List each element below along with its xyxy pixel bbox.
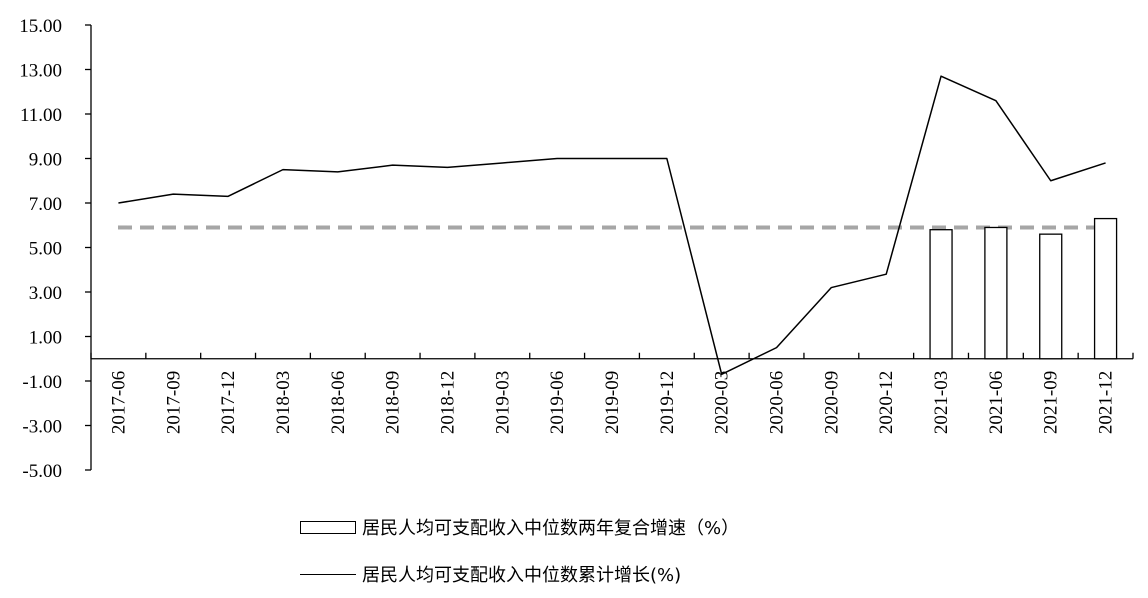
x-tick-label: 2020-06: [767, 371, 788, 434]
legend-item-bar: 居民人均可支配收入中位数两年复合增速（%）: [300, 514, 739, 540]
bar: [1093, 217, 1118, 360]
x-tick-label: 2017-06: [108, 371, 129, 434]
x-tick-label: 2018-09: [383, 371, 404, 434]
x-tick-label: 2020-03: [712, 371, 733, 434]
legend-bar-label: 居民人均可支配收入中位数两年复合增速（%）: [362, 518, 740, 539]
bar: [984, 226, 1008, 360]
bar-series: [929, 217, 1118, 360]
x-tick-label: 2018-03: [273, 371, 294, 434]
x-tick-label: 2021-03: [931, 371, 952, 434]
legend-line-label: 居民人均可支配收入中位数累计增长(%): [362, 565, 682, 586]
x-tick-label: 2018-12: [437, 371, 458, 434]
x-tick-label: 2019-06: [547, 371, 568, 434]
y-tick-label: 1.00: [29, 328, 62, 349]
x-tick-label: 2017-09: [163, 371, 184, 434]
y-tick-label: 7.00: [29, 194, 62, 215]
x-tick-label: 2018-06: [328, 371, 349, 434]
y-tick-label: 15.00: [19, 16, 62, 37]
y-tick-label: 9.00: [29, 150, 62, 171]
legend-item-line: 居民人均可支配收入中位数累计增长(%): [300, 561, 681, 587]
x-tick-label: 2020-09: [821, 371, 842, 434]
y-tick-label: 3.00: [29, 283, 62, 304]
x-tick-label: 2021-09: [1041, 371, 1062, 434]
line-series-path: [118, 75, 1106, 376]
line-series: [118, 75, 1106, 376]
x-tick-label: 2017-12: [218, 371, 239, 434]
y-axis: 15.00 13.00 11.00 9.00 7.00 5.00 3.00 1.00 -1.00…: [19, 16, 92, 482]
y-tick-label: -3.00: [22, 417, 62, 438]
legend-line-swatch: [300, 573, 356, 575]
x-tick-label: 2021-06: [986, 371, 1007, 434]
y-tick-label: 5.00: [29, 239, 62, 260]
x-tick-label: 2019-12: [657, 371, 678, 434]
y-tick-label: 11.00: [20, 105, 62, 126]
legend-bar-swatch: [300, 520, 356, 534]
y-tick-label: -5.00: [22, 461, 62, 482]
x-tick-label: 2021-12: [1096, 371, 1117, 434]
y-tick-label: 13.00: [19, 61, 62, 82]
y-tick-label: -1.00: [22, 372, 62, 393]
x-tick-label: 2020-12: [876, 371, 897, 434]
bar: [929, 229, 953, 360]
x-tick-label: 2019-03: [492, 371, 513, 434]
bar: [1039, 233, 1063, 360]
x-axis: 2017-06 2017-09 2017-12 2018-03 2018-06 2018-…: [90, 352, 1134, 434]
x-tick-label: 2019-09: [602, 371, 623, 434]
